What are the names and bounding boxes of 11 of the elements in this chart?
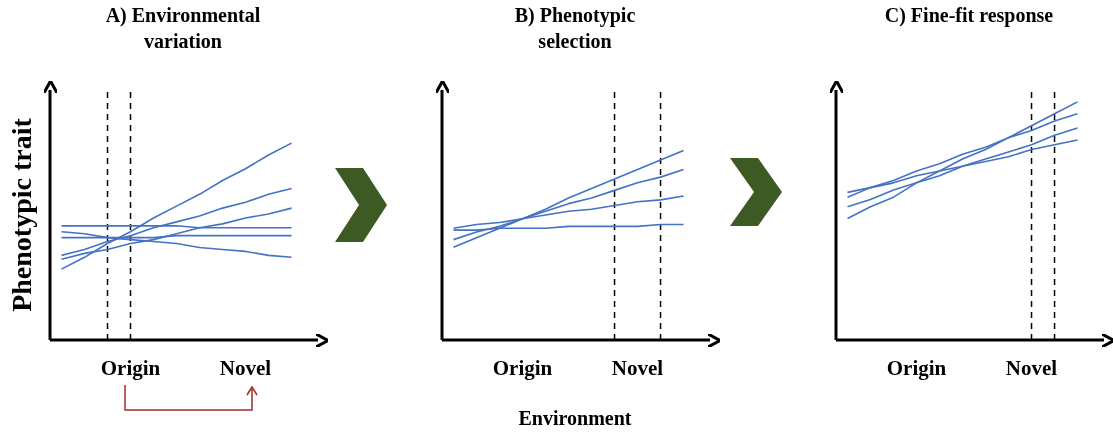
- y-axis-title: Phenotypic trait: [6, 118, 38, 312]
- x-tick-label: Novel: [219, 355, 272, 380]
- x-tick-label: Novel: [1005, 355, 1058, 380]
- x-axis-title: Environment: [517, 407, 633, 430]
- chart-title: A) Environmental variation: [104, 3, 262, 54]
- x-tick-label: Novel: [611, 355, 664, 380]
- chart-title: C) Fine-fit response: [884, 3, 1054, 28]
- x-tick-label: Origin: [100, 355, 161, 380]
- chart-title: B) Phenotypic selection: [513, 3, 637, 54]
- x-tick-label: Origin: [886, 355, 947, 380]
- x-tick-label: Origin: [492, 355, 553, 380]
